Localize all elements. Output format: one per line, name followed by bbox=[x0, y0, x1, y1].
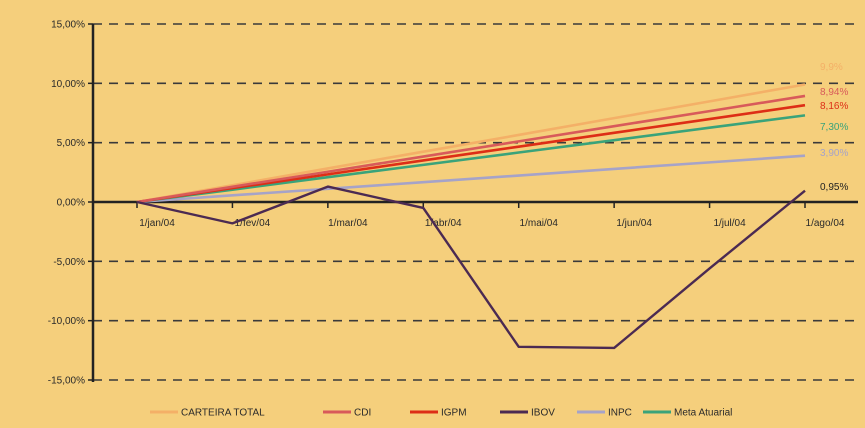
series-line-cdi bbox=[137, 96, 805, 202]
end-label: 9,9% bbox=[820, 62, 843, 73]
legend-label: INPC bbox=[608, 408, 632, 419]
series-line-igpm bbox=[137, 105, 805, 202]
y-tick-label: 5,00% bbox=[57, 138, 85, 149]
end-label: 0,95% bbox=[820, 182, 848, 193]
end-label: 8,94% bbox=[820, 87, 848, 98]
series-line-meta-atuarial bbox=[137, 115, 805, 202]
end-label: 3,90% bbox=[820, 148, 848, 159]
legend-label: CDI bbox=[354, 408, 371, 419]
legend-label: CARTEIRA TOTAL bbox=[181, 408, 265, 419]
x-tick-label: 1/mar/04 bbox=[328, 218, 368, 229]
x-tick-label: 1/jan/04 bbox=[139, 218, 175, 229]
y-tick-label: -15,00% bbox=[48, 376, 85, 387]
y-tick-label: 10,00% bbox=[51, 79, 85, 90]
legend-label: IBOV bbox=[531, 408, 555, 419]
x-tick-label: 1/ago/04 bbox=[806, 218, 845, 229]
x-tick-label: 1/jul/04 bbox=[713, 218, 746, 229]
y-tick-label: 0,00% bbox=[57, 198, 85, 209]
y-tick-label: 15,00% bbox=[51, 20, 85, 31]
series-line-ibov bbox=[137, 187, 805, 348]
x-tick-label: 1/jun/04 bbox=[616, 218, 652, 229]
end-label: 7,30% bbox=[820, 122, 848, 133]
series-line-inpc bbox=[137, 156, 805, 202]
y-tick-label: -10,00% bbox=[48, 316, 85, 327]
y-tick-label: -5,00% bbox=[53, 257, 85, 268]
legend-label: IGPM bbox=[441, 408, 467, 419]
end-label: 8,16% bbox=[820, 101, 848, 112]
x-tick-label: 1/mai/04 bbox=[520, 218, 559, 229]
legend-label: Meta Atuarial bbox=[674, 408, 732, 419]
